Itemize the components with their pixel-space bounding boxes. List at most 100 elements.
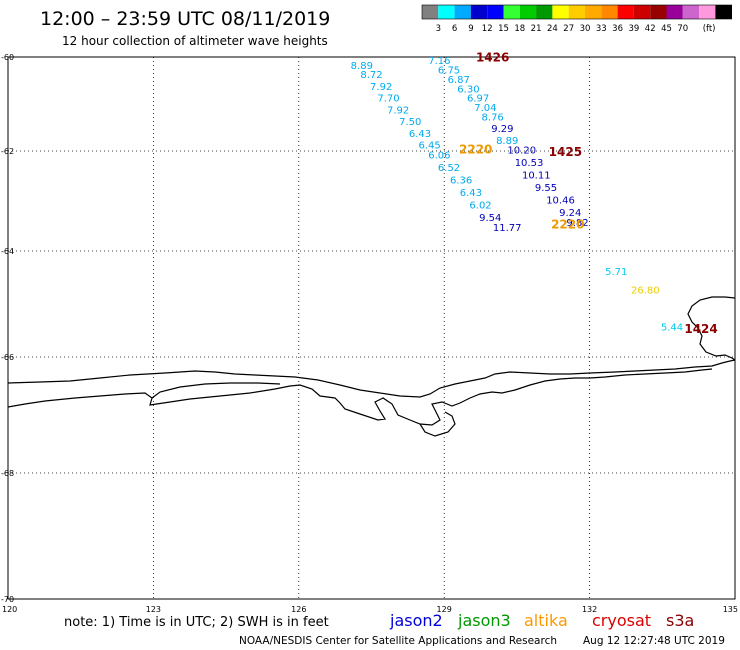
- wave-height-value: 6.30: [457, 84, 479, 95]
- legend-label: 24: [547, 24, 558, 34]
- legend-label: 12: [482, 24, 493, 34]
- coastline-inlet: [419, 411, 456, 437]
- footer-note: note: 1) Time is in UTC; 2) SWH is in fe…: [64, 615, 329, 630]
- latitude-labels: -60 -62 -64 -66 -68 -70: [1, 53, 14, 604]
- legend-swatch: [422, 5, 439, 19]
- longitude-labels: 120 123 126 129 132 135: [2, 605, 738, 614]
- glacier-tongue: [687, 296, 736, 361]
- legend-label: 15: [498, 24, 509, 34]
- wave-height-value: 6.43: [460, 188, 482, 199]
- antarctic-coastline: [7, 359, 736, 398]
- wave-height-value: 9.55: [535, 183, 557, 194]
- wave-height-value: 10.46: [546, 196, 575, 207]
- wave-height-value: 10.11: [522, 171, 551, 182]
- pass-number-label: 1426: [476, 51, 509, 65]
- wave-height-value: 6.43: [409, 129, 431, 140]
- legend-label: 39: [628, 24, 639, 34]
- longitude-label: 126: [291, 605, 306, 614]
- mission-cryosat: cryosat: [592, 611, 651, 630]
- longitude-label: 123: [146, 605, 161, 614]
- legend-swatch: [454, 5, 471, 19]
- wave-height-value: 6.06: [428, 151, 450, 162]
- legend-swatch: [487, 5, 504, 19]
- legend-label: 36: [612, 24, 623, 34]
- footer-credit: NOAA/NESDIS Center for Satellite Applica…: [239, 635, 557, 647]
- legend-label: 21: [531, 24, 542, 34]
- pass-number-label: 2220: [551, 218, 584, 232]
- latitude-label: -62: [1, 147, 14, 156]
- legend-label: 6: [452, 24, 457, 34]
- pass-number-label: 2220: [459, 143, 492, 157]
- wave-height-value: 9.54: [479, 213, 501, 224]
- mission-altika: altika: [524, 611, 568, 630]
- legend-swatch: [519, 5, 537, 19]
- wave-height-value: 5.44: [661, 323, 683, 334]
- legend-swatch: [715, 5, 732, 19]
- legend-swatch: [536, 5, 553, 19]
- wave-height-value: 6.02: [469, 201, 491, 212]
- legend-swatch: [682, 5, 700, 19]
- wave-height-value: 7.50: [399, 117, 421, 128]
- map-grid: [8, 57, 735, 599]
- legend-swatch: [585, 5, 602, 19]
- legend-label: 18: [514, 24, 525, 34]
- wave-height-value: 8.72: [360, 70, 382, 81]
- pass-number-label: 1425: [549, 145, 582, 159]
- latitude-label: -68: [1, 469, 14, 478]
- wave-height-observations: 7.166.756.876.306.977.048.769.298.8910.2…: [351, 51, 718, 336]
- legend-swatch: [617, 5, 634, 19]
- wave-height-value: 6.97: [467, 94, 489, 105]
- wave-height-value: 6.75: [438, 65, 460, 76]
- wave-height-value: 7.92: [387, 105, 409, 116]
- wave-height-value: 6.45: [419, 141, 441, 152]
- wave-height-value: 26.80: [631, 285, 660, 296]
- wave-height-value: 11.77: [493, 223, 522, 234]
- mission-legend: jason2 jason3 altika cryosat s3a: [389, 611, 694, 630]
- wave-height-value: 9.29: [491, 124, 513, 135]
- wave-height-value: 7.16: [428, 56, 450, 67]
- wave-height-value: 5.71: [605, 267, 627, 278]
- mission-s3a: s3a: [666, 611, 694, 630]
- legend-swatch: [438, 5, 455, 19]
- wave-height-value: 8.89: [496, 136, 518, 147]
- legend-swatch: [470, 5, 488, 19]
- coastline-spit: [151, 382, 281, 399]
- wave-height-value: 7.70: [377, 94, 399, 105]
- wave-height-value: 10.53: [515, 158, 544, 169]
- wave-height-value: 7.04: [474, 103, 496, 114]
- legend-label: 27: [563, 24, 574, 34]
- wave-height-value: 6.87: [448, 75, 470, 86]
- legend-swatch: [568, 5, 585, 19]
- footer-timestamp: Aug 12 12:27:48 UTC 2019: [583, 635, 725, 647]
- legend-border: [421, 4, 733, 20]
- wave-height-value: 6.52: [438, 163, 460, 174]
- latitude-label: -64: [1, 247, 14, 256]
- wave-height-value: 8.89: [351, 61, 373, 72]
- longitude-label: 120: [2, 605, 17, 614]
- legend-label: 30: [580, 24, 591, 34]
- legend-swatch: [601, 5, 618, 19]
- mission-jason3: jason3: [457, 611, 511, 630]
- legend-swatch: [666, 5, 683, 19]
- color-legend-labels: 3 6 9 12 15 18 21 24 27 30 33 36 39 42 45 70 (ft): [436, 24, 716, 34]
- map-subtitle: 12 hour collection of altimeter wave hei…: [62, 34, 328, 48]
- latitude-label: -60: [1, 53, 14, 62]
- legend-unit: (ft): [703, 24, 716, 34]
- wave-height-value: 10.20: [507, 146, 536, 157]
- wave-height-value: 8.76: [482, 112, 504, 123]
- legend-swatch: [633, 5, 651, 19]
- legend-label: 70: [677, 24, 688, 34]
- latitude-label: -70: [1, 595, 14, 604]
- legend-label: 9: [468, 24, 473, 34]
- pass-number-label: 1424: [684, 322, 717, 336]
- wave-height-value: 7.92: [370, 82, 392, 93]
- legend-label: 45: [661, 24, 672, 34]
- ice-shelf-outline: [7, 368, 713, 426]
- wave-height-value: 9.24: [559, 208, 581, 219]
- legend-swatch: [699, 5, 716, 19]
- legend-label: 3: [436, 24, 441, 34]
- legend-swatch: [552, 5, 569, 19]
- mission-jason2: jason2: [389, 611, 443, 630]
- wave-height-value: 9.82: [566, 218, 588, 229]
